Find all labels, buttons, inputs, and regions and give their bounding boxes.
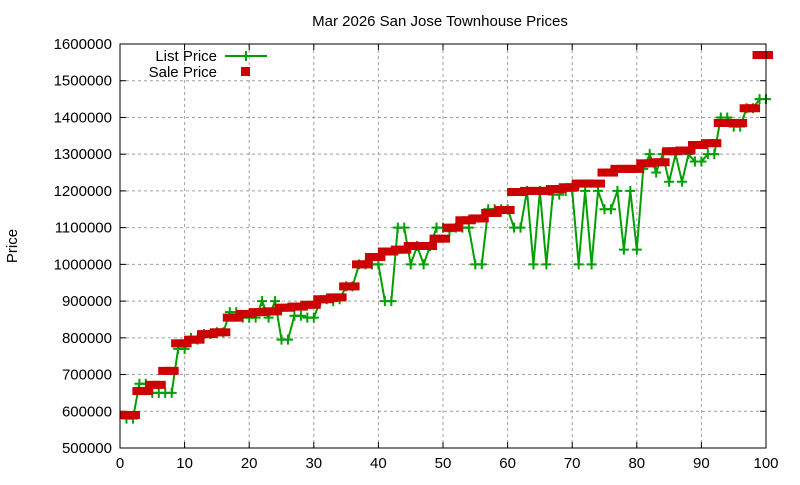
plot-border: [119, 43, 767, 449]
list-price-point: [612, 185, 623, 196]
sale-price-point: [681, 146, 696, 155]
list-price-point: [651, 167, 662, 178]
sale-price-point: [216, 328, 231, 337]
list-price-point: [528, 259, 539, 270]
x-tick-label: 30: [305, 455, 322, 472]
sale-price-point: [306, 300, 321, 309]
sale-price-point: [655, 158, 670, 167]
list-price-point: [593, 185, 604, 196]
x-tick-label: 60: [499, 455, 516, 472]
x-tick-label: 20: [241, 455, 258, 472]
legend: List Price Sale Price: [149, 48, 267, 81]
y-tick-label: 800000: [62, 330, 112, 347]
sale-price-point: [629, 164, 644, 173]
y-tick-label: 1500000: [54, 73, 112, 90]
list-price-point: [664, 176, 675, 187]
y-tick-label: 1000000: [54, 256, 112, 273]
y-axis-label: Price: [4, 229, 21, 263]
sale-price-point: [474, 214, 489, 223]
y-tick-label: 500000: [62, 440, 112, 457]
y-tick-label: 700000: [62, 367, 112, 384]
list-price-point: [405, 259, 416, 270]
list-price-point: [644, 149, 655, 160]
legend-sale-label: Sale Price: [149, 64, 217, 81]
list-price-point: [373, 259, 384, 270]
list-price-point: [295, 310, 306, 321]
list-price-point: [605, 204, 616, 215]
list-price-point: [586, 259, 597, 270]
y-tick-label: 1300000: [54, 146, 112, 163]
x-tick-label: 80: [628, 455, 645, 472]
sale-price-point: [707, 139, 722, 148]
list-price-point: [677, 176, 688, 187]
list-price-point: [399, 222, 410, 233]
list-price-point: [631, 244, 642, 255]
legend-sale-marker: [241, 67, 250, 76]
y-tick-label: 1400000: [54, 109, 112, 126]
list-price-point: [709, 149, 720, 160]
list-price-point: [308, 312, 319, 323]
list-price-point: [386, 296, 397, 307]
y-tick-label: 600000: [62, 403, 112, 420]
list-price-point: [476, 259, 487, 270]
sale-price-point: [436, 234, 450, 243]
list-price-line: [126, 98, 766, 420]
x-tick-label: 10: [176, 455, 193, 472]
y-tick-label: 1600000: [54, 36, 112, 53]
chart-title: Mar 2026 San Jose Townhouse Prices: [312, 13, 568, 30]
legend-list-marker: [241, 51, 251, 61]
list-price-point: [573, 259, 584, 270]
list-price-point: [166, 387, 177, 398]
sale-price-series: [119, 51, 773, 419]
sale-price-point: [164, 366, 179, 375]
sale-price-point: [746, 104, 761, 113]
list-price-point: [282, 334, 293, 345]
list-price-point: [257, 296, 268, 307]
y-tick-label: 1100000: [55, 220, 112, 237]
grid: [120, 44, 766, 448]
sale-price-point: [500, 206, 515, 215]
sale-price-point: [448, 223, 463, 232]
y-tick-label: 1200000: [54, 183, 112, 200]
y-tick-label: 900000: [62, 293, 112, 310]
x-tick-label: 70: [564, 455, 581, 472]
sale-price-point: [423, 242, 438, 250]
list-price-point: [696, 156, 707, 167]
sale-price-point: [125, 410, 140, 419]
sale-price-point: [591, 179, 606, 188]
list-price-point: [463, 222, 474, 233]
list-price-point: [541, 259, 552, 270]
x-tick-label: 90: [693, 455, 710, 472]
legend-list-label: List Price: [155, 48, 217, 65]
list-price-point: [418, 259, 429, 270]
x-tick-label: 40: [370, 455, 387, 472]
sale-price-point: [733, 118, 748, 127]
sale-price-point: [371, 253, 386, 262]
sale-price-point: [138, 387, 153, 396]
sale-price-point: [190, 335, 205, 344]
axis-ticks: 0 10 20 30 40 50 60 70 80 90 100 500000 600000 700000…: [54, 36, 779, 472]
list-price-point: [580, 185, 591, 196]
x-tick-label: 100: [753, 455, 778, 472]
sale-price-point: [345, 282, 360, 291]
sale-price-point: [332, 293, 347, 302]
x-tick-label: 50: [435, 455, 452, 472]
x-tick-label: 0: [116, 455, 124, 472]
sale-price-point: [358, 260, 373, 269]
list-price-point: [625, 185, 636, 196]
list-price-point: [515, 222, 526, 233]
list-price-point: [618, 244, 629, 255]
sale-price-point: [151, 380, 166, 389]
